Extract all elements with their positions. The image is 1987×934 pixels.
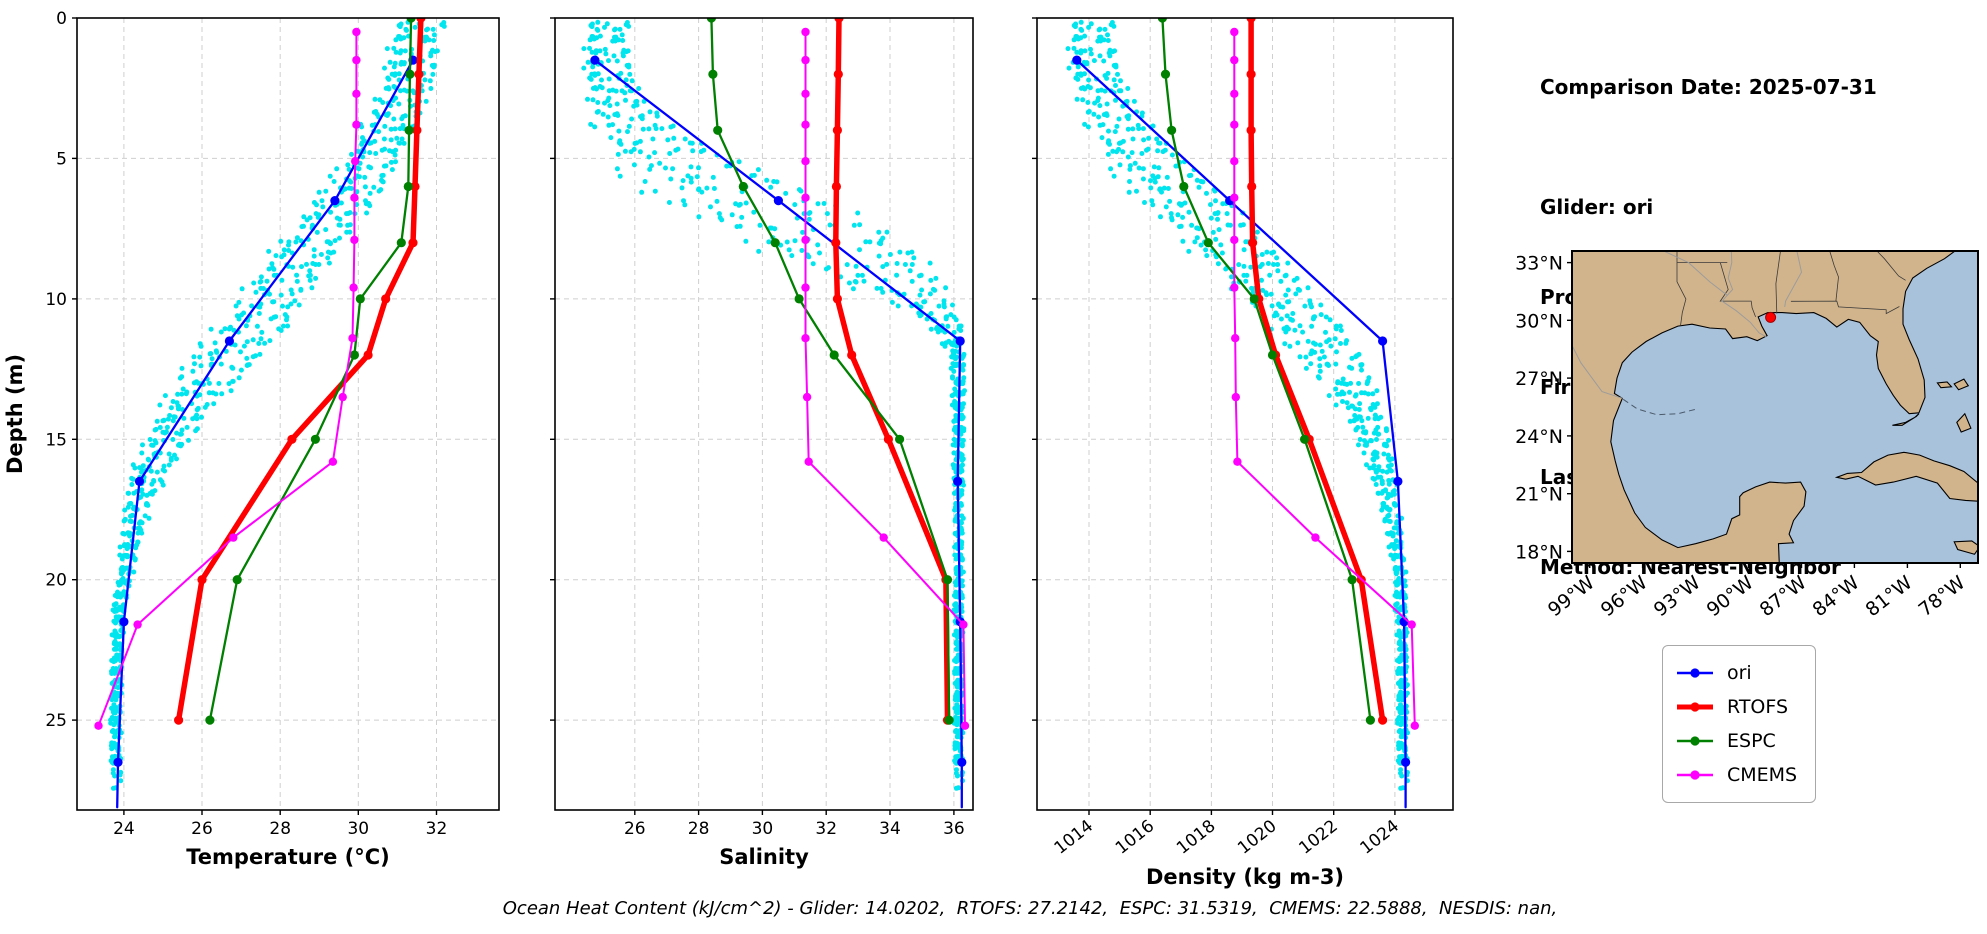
svg-text:24°N: 24°N [1515, 426, 1563, 448]
series-ESPC [1157, 18, 1375, 725]
series-ESPC [706, 18, 954, 725]
tick-marks [72, 17, 438, 815]
legend-marker-RTOFS [1677, 702, 1713, 712]
legend-label: RTOFS [1727, 696, 1789, 718]
svg-text:28: 28 [688, 819, 710, 839]
series-RTOFS [1246, 18, 1388, 725]
glider-scatter [581, 19, 967, 791]
map-tick-marks [1567, 261, 1961, 568]
svg-text:96°W: 96°W [1597, 571, 1652, 621]
series-CMEMS [801, 27, 970, 730]
tick-labels: 26 28 30 32 34 36 [624, 819, 965, 839]
series-CMEMS [1230, 27, 1419, 730]
temperature-panel: 24 26 28 30 32 0 5 10 15 20 25 Temperature (°C) Dept… [3, 9, 500, 869]
plot-frame [554, 17, 974, 811]
map-frame [1571, 250, 1979, 564]
legend-label: ESPC [1727, 730, 1776, 752]
x-axis-label-salinity: Salinity [719, 845, 809, 869]
series-ori [590, 55, 967, 809]
svg-text:26: 26 [624, 819, 646, 839]
svg-text:21°N: 21°N [1515, 484, 1563, 506]
gulf-map: 99°W96°W93°W90°W87°W84°W81°W78°W 33°N 30°N… [1515, 250, 1979, 621]
series-ori [1072, 55, 1411, 809]
legend-label: ori [1727, 662, 1752, 684]
rivers [1572, 251, 1803, 399]
comparison-date: Comparison Date: 2025-07-31 [1540, 75, 1877, 99]
svg-text:1020: 1020 [1234, 816, 1280, 858]
plot-frame [1036, 17, 1454, 811]
svg-text:81°W: 81°W [1862, 571, 1917, 621]
info-line-glider: Glider: ori [1540, 195, 1654, 219]
map-land [1572, 251, 1978, 563]
legend-item-ori: ori [1675, 656, 1797, 690]
svg-text:34: 34 [879, 819, 901, 839]
glider-scatter [108, 19, 447, 791]
svg-text:99°W: 99°W [1544, 571, 1599, 621]
svg-text:93°W: 93°W [1650, 571, 1705, 621]
state-borders [1676, 251, 1906, 326]
gridlines [555, 17, 973, 810]
svg-text:36: 36 [943, 819, 965, 839]
svg-text:1018: 1018 [1173, 816, 1219, 858]
svg-text:84°W: 84°W [1809, 571, 1864, 621]
glider-scatter [1065, 19, 1410, 791]
ohc-caption: Ocean Heat Content (kJ/cm^2) - Glider: 1… [502, 898, 1558, 919]
svg-text:90°W: 90°W [1703, 571, 1758, 621]
svg-text:15: 15 [45, 430, 67, 450]
svg-text:87°W: 87°W [1756, 571, 1811, 621]
glider-location-marker [1765, 311, 1777, 323]
svg-text:30°N: 30°N [1515, 310, 1563, 332]
density-panel: 1014 1016 1018 1020 1022 1024 Density (kg m-3) [1032, 17, 1454, 889]
gridlines [77, 17, 499, 810]
tick-labels: 24 26 28 30 32 0 5 10 15 20 25 [45, 9, 447, 839]
svg-text:1024: 1024 [1357, 816, 1403, 858]
legend-label: CMEMS [1727, 764, 1798, 786]
svg-text:33°N: 33°N [1515, 253, 1563, 275]
legend-marker-CMEMS [1677, 770, 1713, 780]
series-CMEMS [94, 27, 361, 730]
legend-item-RTOFS: RTOFS [1675, 690, 1797, 724]
svg-text:27°N: 27°N [1515, 368, 1563, 390]
svg-text:32: 32 [426, 819, 448, 839]
tick-marks [1032, 17, 1396, 815]
svg-text:25: 25 [45, 711, 67, 731]
plot-frame [76, 17, 500, 811]
legend-marker-ESPC [1677, 736, 1713, 746]
svg-text:32: 32 [815, 819, 837, 839]
svg-text:28: 28 [269, 819, 291, 839]
x-axis-label-temperature: Temperature (°C) [186, 845, 389, 869]
maritime-boundary [1622, 398, 1698, 416]
legend-item-ESPC: ESPC [1675, 724, 1797, 758]
tick-marks [550, 17, 955, 815]
svg-text:1022: 1022 [1295, 816, 1341, 858]
svg-text:30: 30 [347, 819, 369, 839]
salinity-panel: 26 28 30 32 34 36 Salinity [550, 17, 974, 869]
svg-text:10: 10 [45, 290, 67, 310]
svg-text:18°N: 18°N [1515, 541, 1563, 563]
svg-text:1016: 1016 [1112, 816, 1158, 858]
y-axis-label: Depth (m) [3, 354, 27, 474]
svg-text:24: 24 [113, 819, 135, 839]
series-ESPC [205, 18, 416, 725]
x-axis-label-density: Density (kg m-3) [1146, 865, 1344, 889]
series-RTOFS [174, 18, 426, 725]
tick-labels: 1014 1016 1018 1020 1022 1024 [1051, 816, 1403, 858]
svg-text:0: 0 [56, 9, 67, 29]
svg-text:5: 5 [56, 149, 67, 169]
svg-text:78°W: 78°W [1914, 571, 1969, 621]
svg-text:30: 30 [752, 819, 774, 839]
legend-marker-ori [1677, 668, 1713, 678]
svg-text:20: 20 [45, 571, 67, 591]
legend-item-CMEMS: CMEMS [1675, 758, 1797, 792]
series-RTOFS [831, 18, 953, 725]
svg-text:26: 26 [191, 819, 213, 839]
svg-text:1014: 1014 [1051, 816, 1097, 858]
legend: ori RTOFS ESPC CMEMS [1662, 645, 1817, 803]
